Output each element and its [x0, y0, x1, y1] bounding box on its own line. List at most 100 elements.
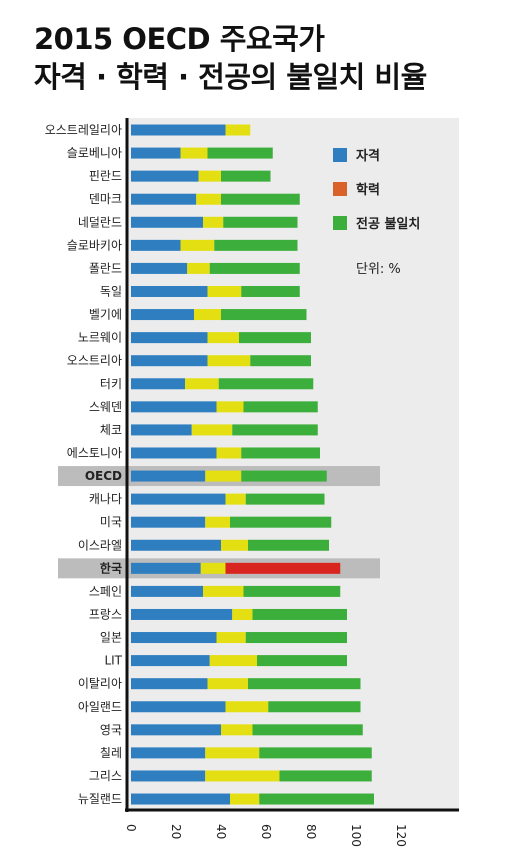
bar-education	[221, 724, 253, 736]
bar-education	[198, 170, 221, 182]
bar-field	[259, 793, 374, 805]
bar-qualification	[131, 332, 208, 344]
bar-education	[200, 562, 226, 574]
bar-field	[241, 285, 300, 297]
bar-education	[196, 193, 221, 205]
bar-field	[259, 747, 372, 759]
bar-field	[239, 332, 311, 344]
bar-field	[268, 701, 361, 713]
category-label: 독일	[100, 284, 122, 298]
category-label: 스웨덴	[89, 400, 122, 414]
bar-education	[207, 285, 242, 297]
bar-field	[279, 770, 372, 782]
bar-qualification	[131, 608, 233, 620]
bar-qualification	[131, 285, 208, 297]
category-label: 슬로베니아	[67, 146, 122, 160]
category-label: 미국	[100, 515, 122, 529]
category-label: 체코	[100, 423, 122, 437]
x-tick-label: 0	[124, 824, 138, 832]
bar-education	[207, 678, 248, 690]
category-label: LIT	[104, 654, 122, 668]
legend-label: 자격	[356, 149, 380, 164]
bar-qualification	[131, 585, 203, 597]
bar-qualification	[131, 470, 206, 482]
bar-qualification	[131, 239, 181, 251]
bar-field	[230, 516, 332, 528]
bar-field	[241, 470, 327, 482]
bar-education	[209, 655, 257, 667]
bar-qualification	[131, 655, 210, 667]
bar-qualification	[131, 447, 217, 459]
bar-education	[180, 147, 208, 159]
legend-label: 학력	[356, 182, 380, 198]
category-label: 벨기에	[89, 308, 122, 322]
category-label: 폴란드	[89, 261, 122, 275]
x-tick-label: 60	[259, 824, 273, 839]
bar-education	[221, 539, 248, 551]
category-label: 덴마크	[89, 192, 122, 206]
x-tick-label: 120	[394, 824, 408, 847]
bar-field	[207, 147, 273, 159]
bar-education	[187, 262, 210, 274]
bar-field	[232, 424, 318, 436]
bar-education	[225, 701, 269, 713]
bar-qualification	[131, 147, 181, 159]
category-label: 칠레	[100, 746, 122, 760]
legend-swatch	[333, 182, 347, 196]
bar-qualification	[131, 724, 221, 736]
bar-field	[221, 309, 307, 321]
bar-education	[216, 401, 244, 413]
category-label: 스페인	[89, 584, 122, 598]
x-tick-label: 100	[349, 824, 363, 847]
bar-education	[207, 355, 251, 367]
category-label: 슬로바키아	[67, 238, 122, 252]
x-tick-label: 20	[169, 824, 183, 839]
bar-education	[232, 608, 253, 620]
bar-education	[203, 585, 244, 597]
bar-field	[209, 262, 300, 274]
bar-field	[221, 193, 300, 205]
bar-field	[218, 378, 314, 390]
category-label: 그리스	[89, 769, 122, 783]
bar-education	[203, 216, 224, 228]
bar-education	[216, 632, 246, 644]
bar-qualification	[131, 424, 192, 436]
category-label: 이탈리아	[78, 677, 122, 691]
bar-field	[252, 608, 347, 620]
category-label: 오스트리아	[67, 354, 122, 368]
bar-education	[180, 239, 215, 251]
bar-education	[205, 516, 230, 528]
bar-field	[257, 655, 347, 667]
legend-swatch	[333, 148, 347, 162]
bar-education	[230, 793, 260, 805]
bar-qualification	[131, 170, 199, 182]
bar-field	[225, 562, 341, 574]
bar-field	[241, 447, 320, 459]
bar-qualification	[131, 124, 226, 136]
category-label: OECD	[85, 469, 122, 483]
bar-qualification	[131, 747, 206, 759]
bar-field	[252, 724, 363, 736]
legend-label: 전공 불일치	[356, 216, 420, 232]
bar-field	[221, 170, 271, 182]
bar-qualification	[131, 493, 226, 505]
chart-title-line1: 2015 OECD 주요국가	[34, 22, 325, 56]
bar-education	[216, 447, 242, 459]
bar-field	[223, 216, 298, 228]
bar-field	[245, 493, 325, 505]
x-tick-label: 40	[214, 824, 228, 839]
bar-qualification	[131, 262, 188, 274]
bar-education	[205, 470, 242, 482]
unit-label: 단위: %	[356, 262, 401, 277]
bar-qualification	[131, 539, 221, 551]
category-label: 캐나다	[89, 492, 122, 506]
category-label: 일본	[100, 631, 122, 645]
bar-field	[250, 355, 311, 367]
bar-qualification	[131, 701, 226, 713]
bar-education	[205, 747, 260, 759]
chart-title-line2: 자격 · 학력 · 전공의 불일치 비율	[34, 60, 427, 94]
bar-field	[214, 239, 298, 251]
category-label: 뉴질랜드	[78, 792, 122, 806]
bar-education	[185, 378, 219, 390]
x-tick-label: 80	[304, 824, 318, 839]
